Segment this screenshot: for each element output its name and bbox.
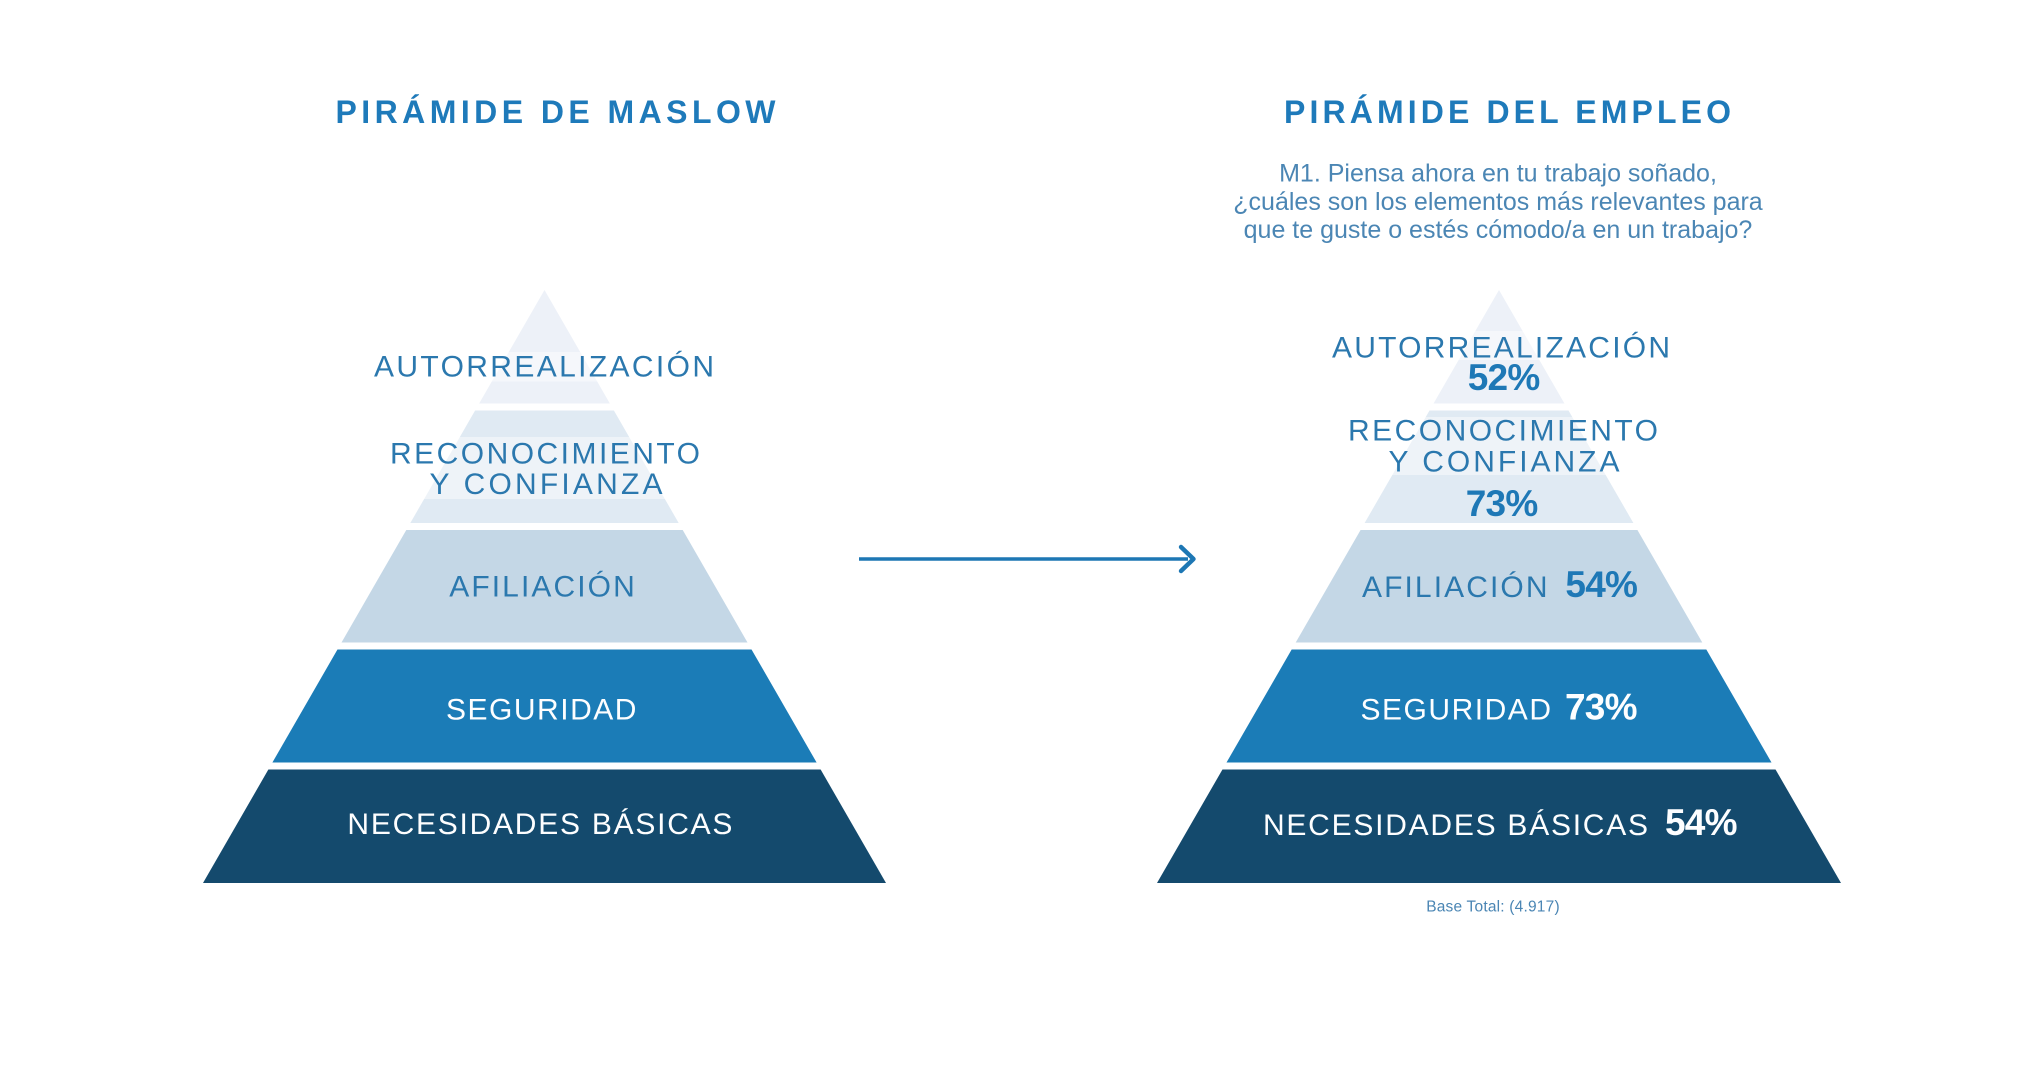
svg-text:Y CONFIANZA: Y CONFIANZA [430,468,663,501]
svg-text:Y CONFIANZA: Y CONFIANZA [1389,445,1620,478]
svg-text:AUTORREALIZACIÓN: AUTORREALIZACIÓN [374,350,714,383]
svg-text:NECESIDADES BÁSICAS: NECESIDADES BÁSICAS [347,808,732,841]
svg-text:M1. Piensa ahora en tu trabajo: M1. Piensa ahora en tu trabajo soñado, [1279,160,1717,188]
svg-text:SEGURIDAD: SEGURIDAD [1361,694,1552,727]
svg-text:73%: 73% [1565,687,1638,728]
svg-text:PIRÁMIDE DEL EMPLEO: PIRÁMIDE DEL EMPLEO [1284,94,1731,130]
svg-text:SEGURIDAD: SEGURIDAD [446,693,637,726]
svg-text:54%: 54% [1565,564,1638,605]
svg-text:RECONOCIMIENTO: RECONOCIMIENTO [1348,415,1658,448]
svg-text:¿cuáles son los elementos más: ¿cuáles son los elementos más relevantes… [1233,188,1763,216]
svg-text:NECESIDADES BÁSICAS: NECESIDADES BÁSICAS [1263,809,1648,842]
svg-text:AUTORREALIZACIÓN: AUTORREALIZACIÓN [1332,331,1670,364]
svg-text:PIRÁMIDE DE MASLOW: PIRÁMIDE DE MASLOW [336,94,777,130]
svg-text:Base Total: (4.917): Base Total: (4.917) [1426,899,1560,916]
svg-text:RECONOCIMIENTO: RECONOCIMIENTO [390,437,700,470]
svg-text:AFILIACIÓN: AFILIACIÓN [1362,571,1548,604]
svg-text:54%: 54% [1665,802,1738,843]
svg-text:52%: 52% [1468,357,1541,398]
svg-text:AFILIACIÓN: AFILIACIÓN [449,571,635,604]
svg-text:73%: 73% [1466,483,1539,524]
svg-text:que te guste o estés cómodo/a: que te guste o estés cómodo/a en un trab… [1244,216,1753,244]
